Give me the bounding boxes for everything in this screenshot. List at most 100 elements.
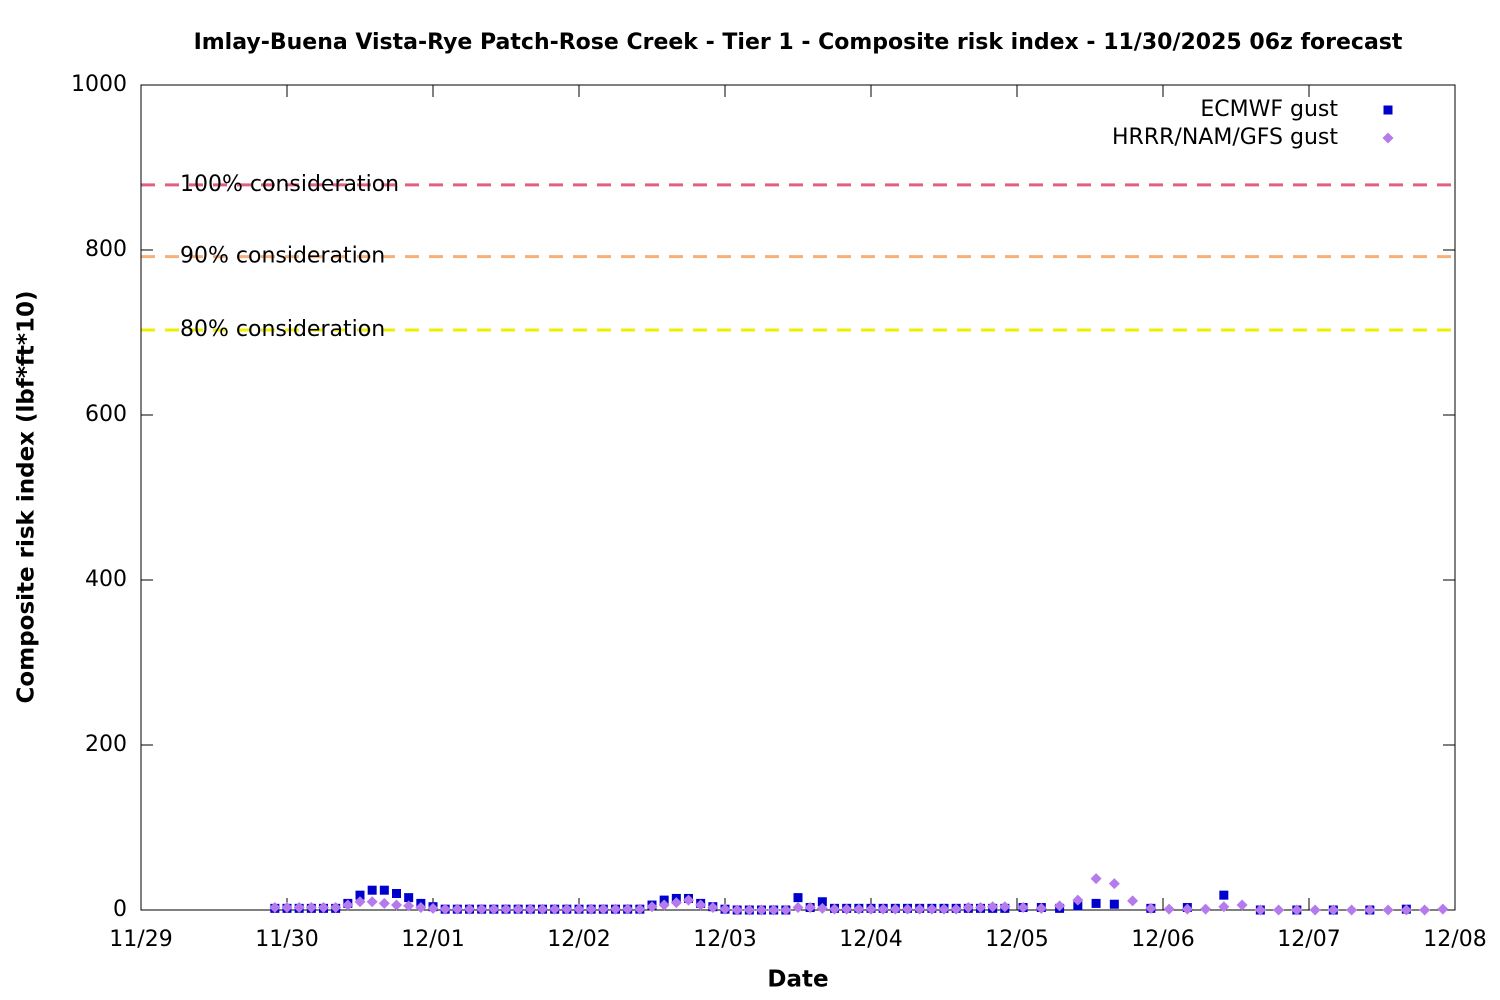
data-point (1291, 904, 1303, 916)
x-tick-label: 12/02 (547, 927, 610, 952)
data-point (877, 903, 889, 915)
x-tick-label: 12/07 (1277, 927, 1340, 952)
data-point (938, 903, 950, 915)
data-point (889, 903, 901, 915)
y-tick-label: 0 (113, 897, 127, 922)
data-point (1200, 903, 1212, 915)
data-point (658, 899, 670, 911)
data-point (841, 903, 853, 915)
data-point (950, 903, 962, 915)
y-tick-label: 800 (85, 237, 127, 262)
data-point (670, 897, 682, 909)
data-point (707, 902, 719, 914)
data-point (318, 902, 329, 914)
data-point (793, 893, 803, 903)
data-point (1181, 903, 1193, 915)
data-point (999, 901, 1011, 913)
data-point (1108, 878, 1120, 890)
data-point (695, 899, 707, 911)
data-point (1437, 903, 1449, 915)
data-point (1145, 902, 1157, 914)
data-point (817, 897, 827, 907)
x-axis-label: Date (767, 967, 828, 993)
data-point (537, 903, 548, 915)
data-point (488, 903, 500, 915)
data-point (1254, 904, 1266, 916)
data-point (1163, 903, 1175, 915)
data-point (524, 903, 536, 915)
x-tick-label: 11/30 (255, 927, 318, 952)
reference-label: 100% consideration (180, 172, 399, 197)
data-point (622, 903, 634, 915)
data-point (342, 899, 354, 911)
data-point (439, 903, 451, 915)
data-point (427, 902, 439, 914)
data-point (1091, 898, 1101, 908)
data-point (379, 885, 389, 895)
data-point (853, 903, 865, 915)
data-point (1346, 904, 1358, 916)
data-point (512, 903, 524, 915)
data-point (1218, 901, 1230, 913)
data-point (865, 903, 877, 915)
data-point (1072, 894, 1084, 906)
y-axis-label: Composite risk index (lbf*ft*10) (14, 291, 40, 704)
data-point (634, 903, 646, 915)
data-point (392, 889, 401, 898)
data-point (1054, 900, 1066, 912)
data-point (1127, 895, 1139, 907)
legend-label: ECMWF gust (1200, 97, 1338, 122)
x-tick-label: 12/04 (839, 927, 902, 952)
data-point (451, 903, 463, 915)
data-point (914, 903, 926, 915)
data-point (366, 896, 378, 908)
data-point (1382, 904, 1394, 916)
data-point (585, 903, 597, 915)
legend-marker (1382, 132, 1394, 144)
data-point (404, 893, 414, 903)
x-tick-label: 12/06 (1131, 927, 1194, 952)
data-point (293, 902, 305, 914)
data-point (1017, 902, 1029, 914)
data-point (1419, 904, 1431, 916)
reference-label: 80% consideration (180, 317, 385, 342)
x-tick-label: 12/08 (1423, 927, 1486, 952)
y-tick-label: 600 (85, 402, 127, 427)
data-point (354, 896, 366, 908)
data-point (1364, 904, 1376, 916)
data-point (269, 902, 281, 914)
chart-title: Imlay-Buena Vista-Rye Patch-Rose Creek -… (194, 30, 1403, 55)
data-point (367, 885, 377, 895)
data-point (403, 900, 415, 912)
data-point (768, 904, 780, 916)
data-point (780, 904, 792, 916)
data-point (926, 903, 938, 915)
data-point (561, 903, 573, 915)
legend-marker (1383, 105, 1393, 115)
data-point (1109, 899, 1119, 909)
legend-label: HRRR/NAM/GFS gust (1112, 125, 1338, 150)
data-point (756, 904, 767, 916)
data-point (1236, 899, 1248, 911)
data-point (1035, 902, 1047, 914)
x-tick-label: 12/05 (985, 927, 1048, 952)
y-tick-label: 1000 (71, 72, 127, 97)
data-point (1219, 890, 1229, 900)
data-point (683, 894, 694, 906)
data-point (902, 903, 913, 915)
data-point (476, 903, 488, 915)
data-point (305, 902, 317, 914)
data-point (610, 903, 621, 915)
data-point (975, 902, 986, 914)
data-point (962, 902, 974, 914)
data-point (1090, 873, 1102, 885)
data-point (330, 902, 342, 914)
data-point (1273, 904, 1285, 916)
data-point (1309, 904, 1321, 916)
data-point (1400, 904, 1412, 916)
data-point (1073, 901, 1083, 911)
data-point (378, 897, 390, 909)
data-point (464, 903, 475, 915)
